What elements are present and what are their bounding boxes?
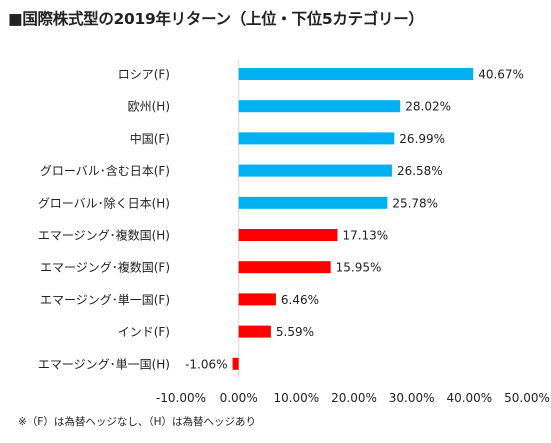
data-label: 25.78% xyxy=(392,196,438,210)
category-label: ロシア(F) xyxy=(118,68,170,82)
bar xyxy=(238,132,395,145)
x-tick-label: -10.00% xyxy=(156,391,206,405)
data-label: 28.02% xyxy=(405,100,451,114)
data-label: 26.99% xyxy=(399,132,445,146)
bar xyxy=(238,293,276,306)
bar xyxy=(238,164,392,177)
category-label: インド(F) xyxy=(118,325,170,339)
data-label: 15.95% xyxy=(336,261,382,275)
category-label: エマージング･複数国(H) xyxy=(38,228,170,243)
bar xyxy=(232,357,239,370)
category-label: グローバル･含む日本(F) xyxy=(40,163,170,178)
bar xyxy=(238,196,388,209)
bar xyxy=(238,325,271,338)
category-label: グローバル･除く日本(H) xyxy=(38,195,170,210)
chart-footnote: ※（F）は為替ヘッジなし、（H）は為替ヘッジあり xyxy=(18,416,256,428)
x-tick-label: 20.00% xyxy=(331,391,377,405)
bar xyxy=(238,100,401,113)
data-label: 17.13% xyxy=(342,229,388,243)
x-tick-label: 30.00% xyxy=(389,391,435,405)
x-tick-label: 40.00% xyxy=(446,391,492,405)
data-label: 5.59% xyxy=(276,325,314,339)
bar xyxy=(238,229,338,241)
data-label: 26.58% xyxy=(397,164,443,178)
category-label: エマージング･単一国(H) xyxy=(38,357,170,371)
chart-title: ■国際株式型の2019年リターン（上位・下位5カテゴリー） xyxy=(8,10,424,28)
category-label: エマージング･単一国(F) xyxy=(40,293,170,307)
x-tick-label: 50.00% xyxy=(504,391,550,405)
x-tick-label: 0.00% xyxy=(220,391,258,405)
bar xyxy=(238,261,331,274)
category-label: 中国(F) xyxy=(130,131,170,146)
data-label: 6.46% xyxy=(281,293,319,307)
data-label: 40.67% xyxy=(478,68,524,82)
bar xyxy=(238,68,474,80)
x-tick-label: 10.00% xyxy=(273,391,319,405)
category-label: エマージング･複数国(F) xyxy=(40,260,170,275)
category-label: 欧州(H) xyxy=(128,100,170,114)
data-label: -1.06% xyxy=(185,357,227,371)
